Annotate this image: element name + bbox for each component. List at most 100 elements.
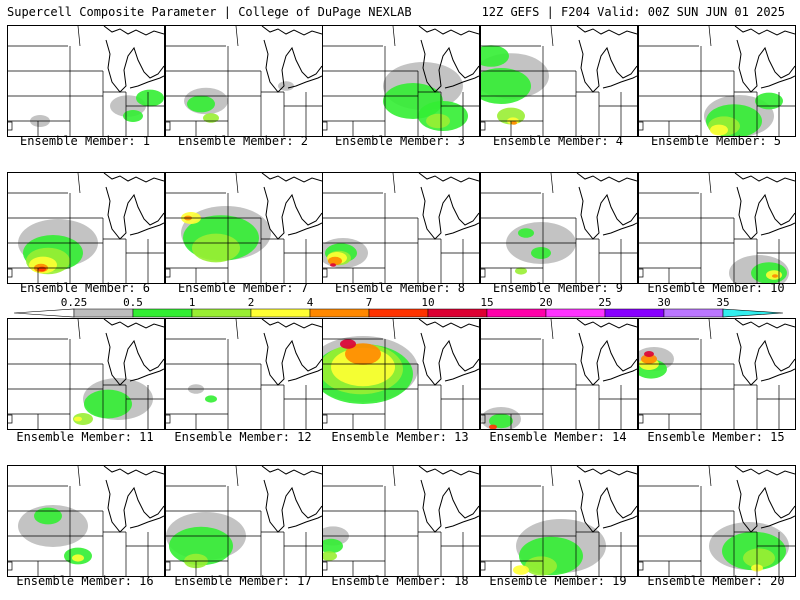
ensemble-member-label: Ensemble Member: 10 xyxy=(647,281,785,295)
state-boundaries xyxy=(8,26,164,136)
great-lakes-outline xyxy=(261,319,322,386)
member-map-canvas xyxy=(639,466,795,576)
ensemble-member-map-13 xyxy=(322,318,480,430)
member-map-canvas xyxy=(8,26,164,136)
ensemble-member-map-5 xyxy=(638,25,796,137)
member-map-canvas xyxy=(166,173,322,283)
great-lakes-outline xyxy=(734,319,795,386)
great-lakes-outline xyxy=(103,466,164,533)
great-lakes-outline xyxy=(261,26,322,93)
member-map-canvas xyxy=(8,466,164,576)
great-lakes-outline xyxy=(576,466,637,533)
state-boundaries xyxy=(323,319,479,429)
legend-swatch xyxy=(427,308,488,318)
scp-contour-fill xyxy=(755,92,783,110)
great-lakes-outline xyxy=(734,26,795,93)
ensemble-member-map-11 xyxy=(7,318,165,430)
great-lakes-outline xyxy=(418,466,479,533)
legend-tick-label: 1 xyxy=(189,296,196,309)
great-lakes-outline xyxy=(103,173,164,240)
legend-swatch xyxy=(604,308,665,318)
ensemble-member-map-12 xyxy=(165,318,323,430)
ensemble-member-map-17 xyxy=(165,465,323,577)
state-boundaries xyxy=(481,466,637,576)
member-map-canvas xyxy=(323,319,479,429)
legend-min-arrow xyxy=(13,308,75,318)
map-inset-marker xyxy=(8,414,13,424)
scp-contour-fill xyxy=(641,354,657,364)
ensemble-member-map-14 xyxy=(480,318,638,430)
ensemble-member-label: Ensemble Member: 3 xyxy=(334,134,466,148)
scp-contour-fill xyxy=(34,507,62,525)
ensemble-member-label: Ensemble Member: 11 xyxy=(16,430,154,444)
ensemble-member-map-16 xyxy=(7,465,165,577)
ensemble-member-label: Ensemble Member: 1 xyxy=(19,134,151,148)
ensemble-member-map-2 xyxy=(165,25,323,137)
state-boundaries xyxy=(639,319,795,429)
map-inset-marker xyxy=(166,561,171,571)
map-inset-marker xyxy=(166,414,171,424)
state-boundaries xyxy=(481,173,637,283)
scp-contour-fill xyxy=(328,256,342,266)
scp-contour-fill xyxy=(511,121,517,125)
color-scale-legend: 0.25 0.5 1 2 4 7 10 15 20 25 30 35 xyxy=(0,296,800,320)
ensemble-member-label: Ensemble Member: 15 xyxy=(647,430,785,444)
ensemble-member-map-3 xyxy=(322,25,480,137)
scp-contour-fill xyxy=(345,343,381,365)
scp-contour-fill xyxy=(74,416,82,422)
scp-contour-fill xyxy=(123,110,143,122)
ensemble-member-label: Ensemble Member: 4 xyxy=(492,134,624,148)
ensemble-member-label: Ensemble Member: 7 xyxy=(177,281,309,295)
state-boundaries xyxy=(166,173,322,283)
ensemble-member-map-7 xyxy=(165,172,323,284)
scp-contour-fill xyxy=(518,228,534,238)
map-inset-marker xyxy=(481,561,486,571)
member-map-canvas xyxy=(639,173,795,283)
map-inset-marker xyxy=(481,268,486,278)
legend-tick-label: 10 xyxy=(421,296,434,309)
legend-swatch xyxy=(73,308,134,318)
ensemble-member-label: Ensemble Member: 2 xyxy=(177,134,309,148)
legend-swatch xyxy=(368,308,429,318)
great-lakes-outline xyxy=(261,466,322,533)
scp-contour-fill xyxy=(481,68,531,104)
member-map-canvas xyxy=(639,26,795,136)
map-inset-marker xyxy=(639,121,644,131)
ensemble-member-label: Ensemble Member: 12 xyxy=(174,430,312,444)
map-inset-marker xyxy=(481,121,486,131)
scp-contour-fill xyxy=(205,395,217,403)
great-lakes-outline xyxy=(103,26,164,93)
map-inset-marker xyxy=(639,561,644,571)
legend-swatch xyxy=(191,308,252,318)
legend-swatch xyxy=(309,308,370,318)
member-map-canvas xyxy=(481,466,637,576)
scp-contour-fill xyxy=(481,45,509,67)
ensemble-member-map-18 xyxy=(322,465,480,577)
legend-tick-label: 0.5 xyxy=(123,296,143,309)
legend-tick-label: 30 xyxy=(657,296,670,309)
legend-max-arrow xyxy=(722,308,784,318)
ensemble-member-map-9 xyxy=(480,172,638,284)
state-boundaries xyxy=(166,319,322,429)
member-map-canvas xyxy=(639,319,795,429)
member-map-canvas xyxy=(323,173,479,283)
scp-contour-fill xyxy=(644,351,654,357)
great-lakes-outline xyxy=(576,26,637,93)
scp-contour-fill xyxy=(515,267,527,275)
scp-contour-fill xyxy=(203,113,219,123)
member-map-canvas xyxy=(481,26,637,136)
legend-swatch xyxy=(250,308,311,318)
map-inset-marker xyxy=(323,268,328,278)
map-inset-marker xyxy=(8,561,13,571)
scp-contour-fill xyxy=(323,538,343,554)
legend-tick-label: 4 xyxy=(307,296,314,309)
legend-tick-label: 20 xyxy=(539,296,552,309)
member-map-canvas xyxy=(323,26,479,136)
ensemble-member-label: Ensemble Member: 9 xyxy=(492,281,624,295)
member-map-canvas xyxy=(166,466,322,576)
member-map-canvas xyxy=(166,26,322,136)
scp-contour-fill xyxy=(72,554,84,562)
state-boundaries xyxy=(166,26,322,136)
great-lakes-outline xyxy=(734,173,795,240)
state-boundaries xyxy=(481,26,637,136)
